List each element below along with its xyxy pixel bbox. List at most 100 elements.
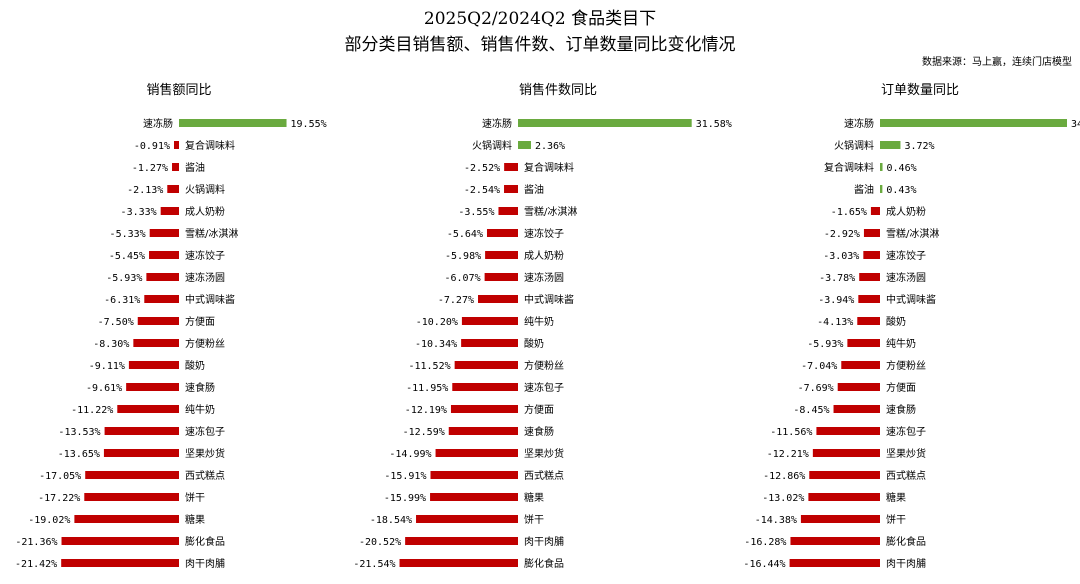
category-label: 坚果炒货 — [185, 447, 225, 460]
value-label: -9.61% — [86, 383, 122, 394]
value-label: -3.55% — [458, 207, 494, 218]
bar — [405, 537, 518, 545]
value-label: -2.52% — [464, 163, 500, 174]
bar — [461, 339, 518, 347]
category-label: 成人奶粉 — [185, 205, 225, 218]
bar — [126, 383, 179, 391]
category-label: 糖果 — [524, 491, 544, 504]
bar — [880, 119, 1067, 127]
category-label: 雪糕/冰淇淋 — [886, 227, 939, 240]
value-label: -12.59% — [403, 427, 445, 438]
category-label: 饼干 — [886, 513, 906, 526]
panel-title: 销售件数同比 — [519, 82, 597, 98]
value-label: -16.28% — [744, 537, 786, 548]
bar — [847, 339, 880, 347]
value-label: -11.56% — [770, 427, 812, 438]
category-label: 速冻包子 — [524, 381, 564, 394]
category-label: 雪糕/冰淇淋 — [185, 227, 238, 240]
value-label: -6.07% — [444, 273, 480, 284]
value-label: -5.33% — [110, 229, 146, 240]
category-label: 酱油 — [524, 183, 544, 196]
value-label: -4.13% — [817, 317, 853, 328]
value-label: -21.42% — [15, 559, 57, 570]
category-label: 方便面 — [524, 403, 554, 416]
bar — [128, 361, 179, 369]
category-label: 酱油 — [185, 161, 205, 174]
bar — [812, 449, 880, 457]
category-label: 速冻汤圆 — [185, 271, 225, 284]
panel-title: 订单数量同比 — [881, 83, 959, 98]
bar — [103, 449, 179, 457]
category-label: 膨化食品 — [886, 535, 926, 548]
category-label: 雪糕/冰淇淋 — [524, 205, 577, 218]
value-label: -3.33% — [121, 207, 157, 218]
category-label: 速冻汤圆 — [524, 271, 564, 284]
bar — [833, 405, 880, 413]
bar — [518, 119, 692, 127]
bar — [863, 229, 880, 237]
bar — [816, 427, 880, 435]
bar — [859, 273, 880, 281]
value-label: -5.98% — [445, 251, 481, 262]
value-label: -7.27% — [438, 295, 474, 306]
category-label: 中式调味酱 — [524, 293, 574, 306]
value-label: 0.46% — [887, 163, 917, 174]
value-label: -12.86% — [763, 471, 805, 482]
bar — [450, 405, 518, 413]
category-label: 复合调味料 — [524, 161, 574, 174]
value-label: 34.00% — [1071, 119, 1080, 130]
category-label: 速冻饺子 — [886, 249, 926, 262]
value-label: 2.36% — [535, 141, 565, 152]
bar — [144, 295, 179, 303]
value-label: 0.43% — [886, 185, 916, 196]
bar — [399, 559, 518, 567]
value-label: -12.21% — [767, 449, 809, 460]
bar — [84, 493, 179, 501]
bar — [800, 515, 880, 523]
bar — [880, 141, 901, 149]
category-label: 速冻包子 — [185, 425, 225, 438]
value-label: -7.04% — [801, 361, 837, 372]
category-label: 酸奶 — [185, 359, 205, 372]
category-label: 速冻肠 — [482, 117, 512, 130]
category-label: 方便粉丝 — [524, 359, 564, 372]
bar — [74, 515, 179, 523]
category-label: 糖果 — [886, 491, 906, 504]
category-label: 速冻饺子 — [524, 227, 564, 240]
value-label: -19.02% — [28, 515, 70, 526]
category-label: 肉干肉脯 — [524, 535, 564, 548]
value-label: -3.94% — [818, 295, 854, 306]
category-label: 糖果 — [185, 513, 205, 526]
bar — [478, 295, 518, 303]
bar — [518, 141, 531, 149]
category-label: 酸奶 — [524, 337, 544, 350]
value-label: -14.99% — [389, 449, 431, 460]
value-label: -2.13% — [127, 185, 163, 196]
bar — [146, 273, 179, 281]
bar — [484, 273, 518, 281]
bar — [149, 229, 179, 237]
value-label: 31.58% — [696, 119, 732, 130]
bar — [160, 207, 179, 215]
category-label: 火锅调料 — [185, 183, 225, 196]
category-label: 速食肠 — [886, 403, 916, 416]
value-label: -20.52% — [359, 537, 401, 548]
value-label: -13.65% — [58, 449, 100, 460]
category-label: 速冻饺子 — [185, 249, 225, 262]
bar — [880, 185, 883, 193]
category-label: 复合调味料 — [824, 161, 874, 174]
category-label: 中式调味酱 — [886, 293, 936, 306]
value-label: -7.69% — [798, 383, 834, 394]
value-label: -21.54% — [353, 559, 395, 570]
value-label: -0.91% — [134, 141, 170, 152]
value-label: -2.54% — [464, 185, 500, 196]
value-label: -13.53% — [58, 427, 100, 438]
category-label: 速冻汤圆 — [886, 271, 926, 284]
value-label: -10.34% — [415, 339, 457, 350]
bar — [430, 471, 518, 479]
category-label: 坚果炒货 — [524, 447, 564, 460]
value-label: -15.99% — [384, 493, 426, 504]
bar — [452, 383, 518, 391]
bar — [808, 493, 880, 501]
